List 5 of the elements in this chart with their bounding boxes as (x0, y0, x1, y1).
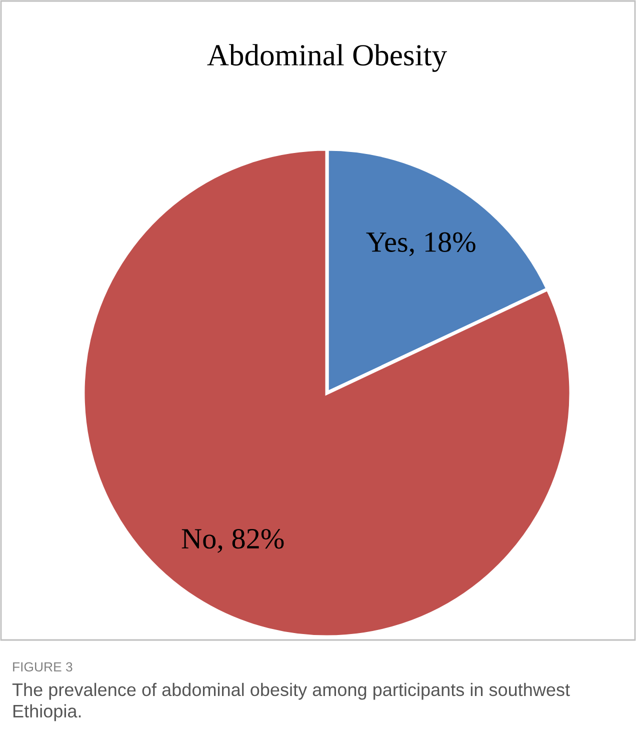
chart-title: Abdominal Obesity (207, 44, 447, 72)
text: The prevalence of abdominal obesity among participants in southwest Ethiopia. (12, 682, 570, 722)
slice-label: Yes, 18% (366, 232, 476, 256)
caption: FIGURE 3 (13, 662, 72, 672)
slice-label: No, 82% (182, 528, 284, 553)
